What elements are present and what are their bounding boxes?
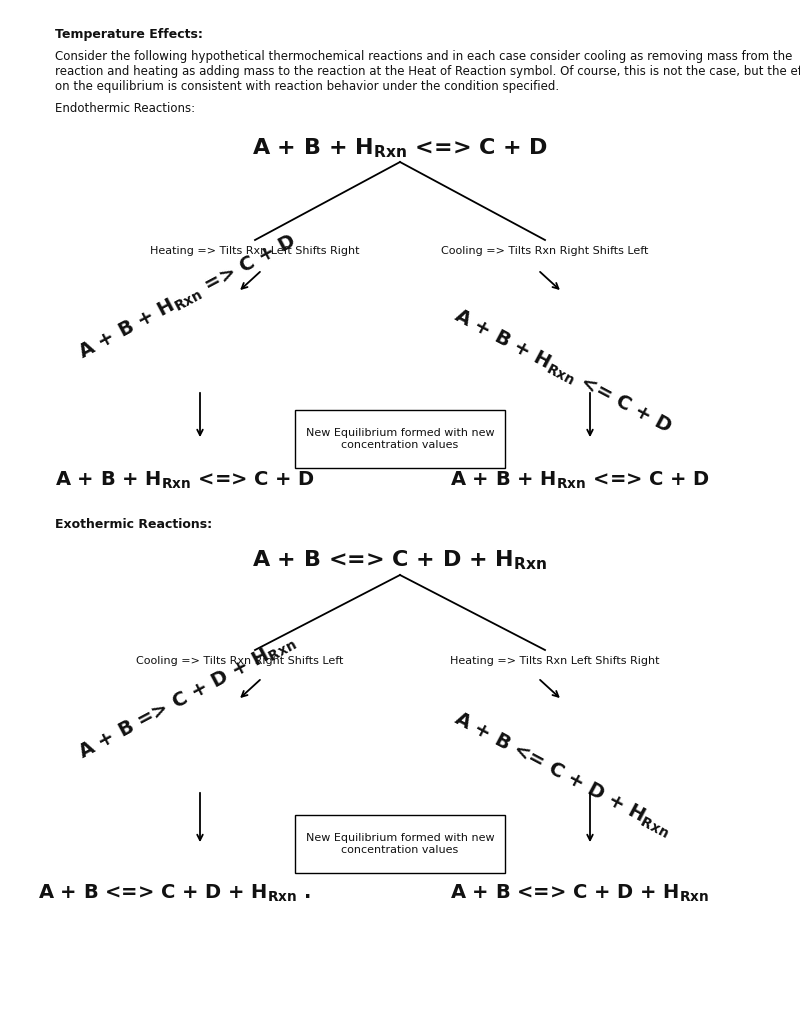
Text: reaction and heating as adding mass to the reaction at the Heat of Reaction symb: reaction and heating as adding mass to t… [55,65,800,78]
Text: A + B + H$_{\mathbf{Rxn}}$ => C + D: A + B + H$_{\mathbf{Rxn}}$ => C + D [75,231,300,364]
Text: Endothermic Reactions:: Endothermic Reactions: [55,102,195,115]
Text: A + B <=> C + D + H$_{\mathbf{Rxn}}$: A + B <=> C + D + H$_{\mathbf{Rxn}}$ [450,883,710,904]
Text: A + B <=> C + D + H$_{\mathbf{Rxn}}$: A + B <=> C + D + H$_{\mathbf{Rxn}}$ [252,549,548,571]
Text: A + B + H$_{\mathbf{Rxn}}$ <=> C + D: A + B + H$_{\mathbf{Rxn}}$ <=> C + D [450,469,710,491]
Text: A + B + H$_{\mathbf{Rxn}}$ <=> C + D: A + B + H$_{\mathbf{Rxn}}$ <=> C + D [252,137,548,159]
Text: New Equilibrium formed with new
concentration values: New Equilibrium formed with new concentr… [306,428,494,450]
Text: Heating => Tilts Rxn Left Shifts Right: Heating => Tilts Rxn Left Shifts Right [150,246,360,256]
Text: New Equilibrium formed with new
concentration values: New Equilibrium formed with new concentr… [306,833,494,855]
Text: A + B <= C + D + H$_{\mathbf{Rxn}}$: A + B <= C + D + H$_{\mathbf{Rxn}}$ [450,709,674,841]
Bar [295,815,505,873]
Text: Cooling => Tilts Rxn Right Shifts Left: Cooling => Tilts Rxn Right Shifts Left [442,246,649,256]
Text: Consider the following hypothetical thermochemical reactions and in each case co: Consider the following hypothetical ther… [55,50,792,63]
Text: Heating => Tilts Rxn Left Shifts Right: Heating => Tilts Rxn Left Shifts Right [450,656,660,666]
Text: Cooling => Tilts Rxn Right Shifts Left: Cooling => Tilts Rxn Right Shifts Left [136,656,344,666]
Text: A + B <=> C + D + H$_{\mathbf{Rxn}}$ .: A + B <=> C + D + H$_{\mathbf{Rxn}}$ . [38,883,311,904]
Text: on the equilibrium is consistent with reaction behavior under the condition spec: on the equilibrium is consistent with re… [55,80,559,93]
Text: A + B + H$_{\mathbf{Rxn}}$ <=> C + D: A + B + H$_{\mathbf{Rxn}}$ <=> C + D [55,469,315,491]
Text: A + B => C + D + H$_{\mathbf{Rxn}}$: A + B => C + D + H$_{\mathbf{Rxn}}$ [75,631,299,765]
Text: A + B + H$_{\mathbf{Rxn}}$ <= C + D: A + B + H$_{\mathbf{Rxn}}$ <= C + D [450,305,675,439]
Text: Temperature Effects:: Temperature Effects: [55,28,203,41]
Bar [295,410,505,468]
Text: Exothermic Reactions:: Exothermic Reactions: [55,518,212,531]
